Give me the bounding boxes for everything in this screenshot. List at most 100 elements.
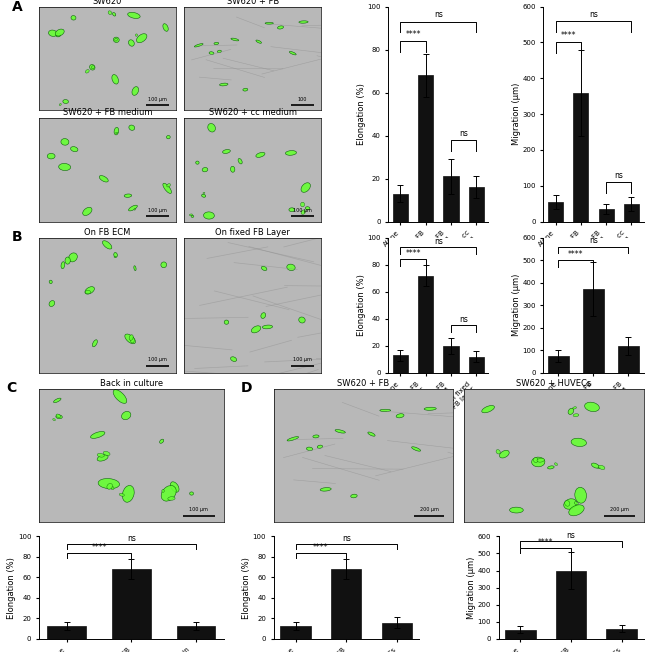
Bar [548, 202, 563, 222]
Text: 200 µm: 200 µm [610, 507, 629, 512]
Ellipse shape [162, 490, 164, 492]
Title: SW620 + cc medium: SW620 + cc medium [209, 108, 296, 117]
Ellipse shape [575, 487, 586, 503]
Ellipse shape [113, 390, 127, 404]
Ellipse shape [83, 207, 92, 215]
Ellipse shape [256, 153, 265, 157]
Ellipse shape [499, 451, 509, 458]
Ellipse shape [368, 432, 375, 436]
Ellipse shape [238, 158, 242, 164]
Text: ns: ns [127, 533, 136, 542]
Ellipse shape [97, 455, 108, 461]
Bar [393, 355, 408, 373]
Ellipse shape [537, 458, 545, 462]
Ellipse shape [300, 202, 305, 207]
Ellipse shape [301, 183, 311, 192]
Text: ****: **** [406, 249, 421, 258]
Text: ns: ns [459, 128, 468, 138]
Ellipse shape [252, 326, 261, 333]
Y-axis label: Elongation (%): Elongation (%) [357, 274, 366, 336]
Y-axis label: Elongation (%): Elongation (%) [357, 83, 366, 145]
Ellipse shape [61, 139, 69, 145]
Bar [393, 194, 408, 222]
Title: SW620 + FB: SW620 + FB [226, 0, 279, 6]
Text: 200 µm: 200 µm [420, 507, 439, 512]
Ellipse shape [289, 208, 294, 212]
Ellipse shape [59, 104, 61, 106]
Ellipse shape [113, 37, 119, 42]
Ellipse shape [424, 408, 436, 410]
Ellipse shape [214, 42, 218, 44]
Text: ns: ns [434, 10, 443, 20]
Title: SW620 + FB: SW620 + FB [337, 379, 389, 388]
Ellipse shape [335, 430, 345, 433]
Text: 100: 100 [298, 96, 307, 102]
Ellipse shape [98, 479, 120, 488]
Text: ****: **** [560, 31, 576, 40]
Ellipse shape [65, 257, 70, 264]
Bar [599, 209, 614, 222]
Ellipse shape [53, 419, 55, 421]
Bar [418, 276, 434, 373]
Ellipse shape [170, 482, 179, 492]
Title: On FB ECM: On FB ECM [84, 228, 131, 237]
Ellipse shape [136, 34, 147, 42]
Text: D: D [240, 381, 252, 394]
Ellipse shape [299, 317, 305, 323]
Y-axis label: Elongation (%): Elongation (%) [242, 557, 252, 619]
Ellipse shape [61, 261, 65, 269]
Ellipse shape [598, 467, 601, 469]
Ellipse shape [203, 212, 214, 219]
Ellipse shape [190, 492, 194, 495]
Bar [573, 93, 588, 222]
Ellipse shape [99, 175, 109, 182]
Ellipse shape [261, 313, 266, 318]
Bar [382, 623, 412, 639]
Text: 100 µm: 100 µm [148, 209, 167, 213]
Ellipse shape [85, 70, 89, 73]
Ellipse shape [135, 34, 138, 37]
Text: ns: ns [459, 315, 468, 324]
Ellipse shape [191, 215, 194, 217]
Ellipse shape [108, 11, 112, 14]
Ellipse shape [160, 439, 164, 443]
Ellipse shape [132, 87, 138, 95]
Ellipse shape [114, 252, 118, 258]
Bar [469, 357, 484, 373]
Title: SW620: SW620 [93, 0, 122, 6]
Text: ****: **** [538, 539, 553, 547]
Ellipse shape [134, 266, 136, 271]
Ellipse shape [482, 406, 495, 413]
Ellipse shape [547, 466, 554, 469]
Text: ns: ns [567, 531, 575, 541]
Ellipse shape [129, 125, 135, 130]
Ellipse shape [243, 88, 248, 91]
Ellipse shape [90, 65, 95, 70]
Text: 100 µm: 100 µm [293, 209, 312, 213]
Text: ns: ns [342, 533, 351, 542]
Ellipse shape [53, 398, 61, 403]
Ellipse shape [85, 287, 94, 294]
Bar [177, 626, 215, 639]
Y-axis label: Elongation (%): Elongation (%) [7, 557, 16, 619]
Bar [556, 570, 586, 639]
Ellipse shape [220, 83, 228, 86]
Text: 100 µm: 100 µm [293, 357, 312, 362]
Text: 100 µm: 100 µm [189, 507, 209, 512]
Ellipse shape [63, 100, 68, 104]
Ellipse shape [115, 38, 118, 41]
Ellipse shape [161, 262, 166, 268]
Ellipse shape [49, 30, 57, 37]
Ellipse shape [278, 26, 283, 29]
Ellipse shape [313, 435, 319, 438]
Ellipse shape [92, 340, 98, 347]
Ellipse shape [554, 463, 558, 466]
Ellipse shape [564, 499, 577, 509]
Ellipse shape [194, 44, 203, 47]
Bar [418, 76, 434, 222]
Ellipse shape [510, 507, 523, 513]
Ellipse shape [287, 437, 298, 441]
Ellipse shape [58, 164, 71, 171]
Ellipse shape [569, 505, 584, 516]
Y-axis label: Migration (μm): Migration (μm) [512, 274, 521, 336]
